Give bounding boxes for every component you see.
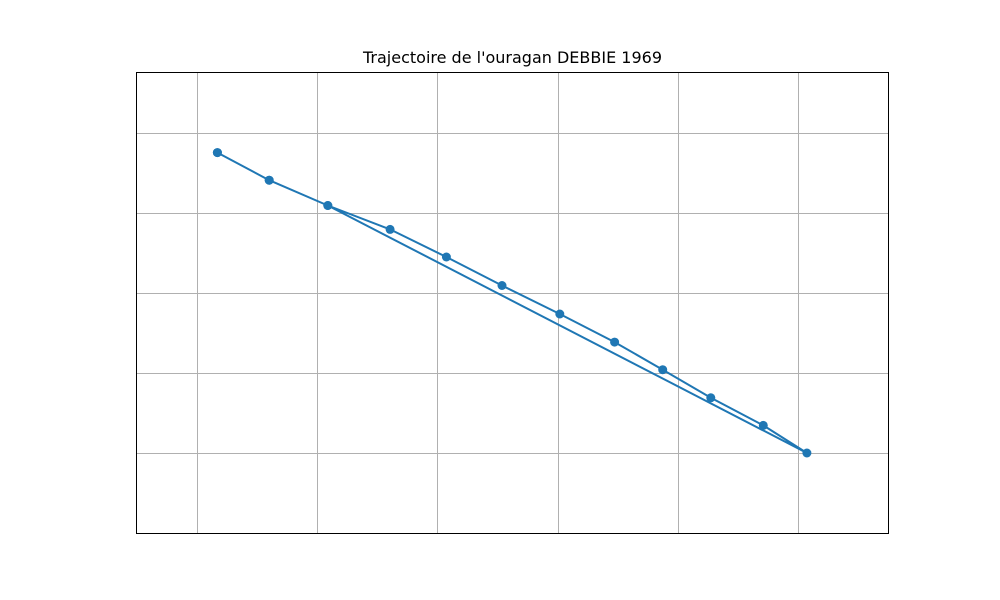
grid [137,73,888,533]
track-point [212,148,222,158]
plot-frame [136,72,889,534]
track-point [264,175,274,185]
track-line [216,151,808,454]
chart-title: Trajectoire de l'ouragan DEBBIE 1969 [362,48,662,67]
track-point [497,281,507,290]
track-point [758,420,768,430]
track-point [802,448,812,458]
track-point [385,224,395,234]
track-point [323,201,333,210]
track-point [555,309,565,319]
track-point [706,393,716,403]
track-series [212,148,812,458]
track-point [610,337,620,347]
track-point [658,365,668,375]
track-point [441,252,451,262]
